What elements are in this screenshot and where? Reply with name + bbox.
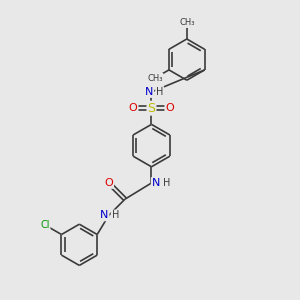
Text: N: N bbox=[100, 210, 109, 220]
Text: N: N bbox=[152, 178, 160, 188]
Text: N: N bbox=[145, 87, 153, 97]
Text: O: O bbox=[129, 103, 138, 113]
Text: CH₃: CH₃ bbox=[147, 74, 163, 82]
Text: S: S bbox=[148, 102, 155, 115]
Text: CH₃: CH₃ bbox=[179, 18, 195, 27]
Text: Cl: Cl bbox=[40, 220, 50, 230]
Text: H: H bbox=[112, 210, 119, 220]
Text: H: H bbox=[163, 178, 170, 188]
Text: O: O bbox=[104, 178, 113, 188]
Text: H: H bbox=[156, 87, 164, 97]
Text: O: O bbox=[165, 103, 174, 113]
